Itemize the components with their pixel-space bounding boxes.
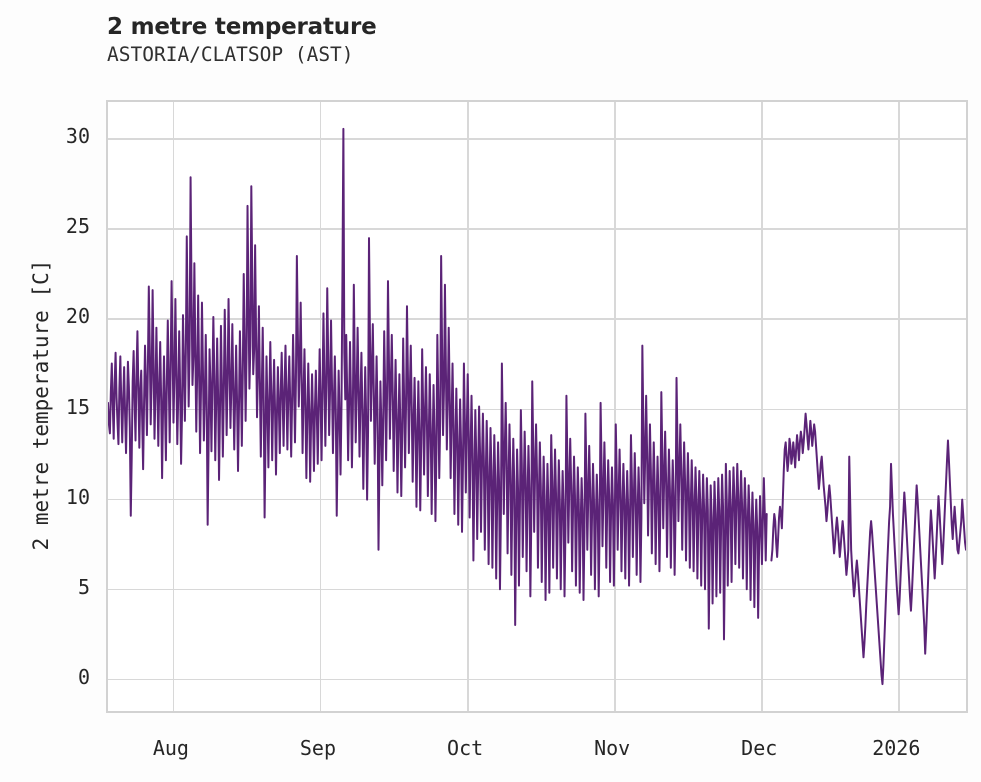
- series-line-chart: [108, 127, 966, 686]
- title-block: 2 metre temperature ASTORIA/CLATSOP (AST…: [107, 14, 967, 67]
- plot-area: [106, 100, 968, 713]
- gridline-horizontal: [108, 138, 966, 140]
- y-tick-label: 20: [65, 304, 90, 329]
- x-tick-label: Nov: [594, 736, 631, 760]
- gridline-vertical: [898, 102, 900, 711]
- y-tick-label: 0: [77, 664, 90, 689]
- y-tick-label: 25: [65, 214, 90, 239]
- x-axis-ticks: Aug Sep Oct Nov Dec 2026: [106, 736, 968, 766]
- x-tick-label: Aug: [152, 736, 189, 760]
- page-title: 2 metre temperature: [107, 14, 377, 40]
- y-tick-label: 10: [65, 484, 90, 509]
- x-tick-label: 2026: [872, 736, 921, 760]
- gridline-horizontal: [108, 318, 966, 320]
- gridline-horizontal: [108, 588, 966, 591]
- gridline-horizontal: [108, 678, 966, 681]
- gridline-horizontal: [108, 408, 966, 410]
- series-path-temperature: [108, 127, 966, 686]
- y-tick-label: 5: [77, 574, 90, 599]
- gridline-vertical: [614, 102, 616, 711]
- y-tick-label: 30: [65, 124, 90, 149]
- x-tick-label: Dec: [741, 736, 778, 760]
- y-tick-label: 15: [65, 394, 90, 419]
- x-tick-label: Sep: [299, 736, 337, 760]
- gridline-horizontal: [108, 228, 966, 230]
- chart-subtitle: ASTORIA/CLATSOP (AST): [107, 43, 354, 66]
- y-axis-ticks: 0 5 10 15 20 25 30: [18, 100, 90, 713]
- x-tick-label: Oct: [447, 736, 484, 760]
- gridline-vertical: [761, 102, 763, 711]
- plot-inner: [108, 102, 966, 711]
